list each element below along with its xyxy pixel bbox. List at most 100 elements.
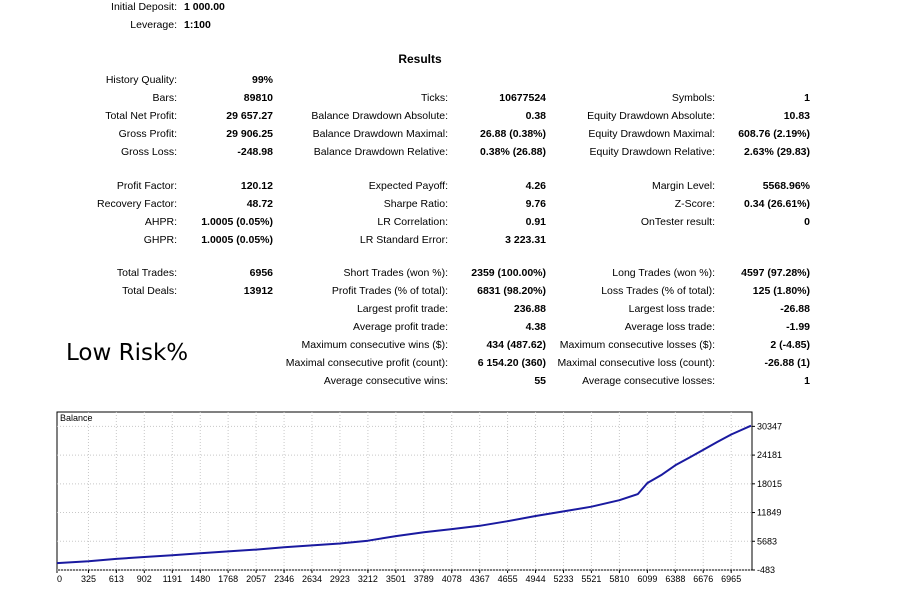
maximal-consecutive-loss-count-value: -26.88 (1) — [764, 357, 810, 369]
y-tick-label: -483 — [757, 565, 775, 575]
profit-trades-of-total-label: Profit Trades (% of total): — [331, 285, 448, 297]
ticks-value: 10677524 — [499, 92, 546, 104]
balance-drawdown-absolute-label: Balance Drawdown Absolute: — [311, 110, 448, 122]
total-deals-label: Total Deals: — [122, 285, 177, 297]
total-trades-value: 6956 — [249, 267, 273, 279]
z-score-label: Z-Score: — [674, 198, 715, 210]
largest-loss-trade-value: -26.88 — [780, 303, 810, 315]
bars-label: Bars: — [152, 92, 177, 104]
largest-profit-trade-label: Largest profit trade: — [356, 303, 448, 315]
profit-trades-of-total-value: 6831 (98.20%) — [477, 285, 546, 297]
symbols-label: Symbols: — [671, 92, 715, 104]
total-net-profit-value: 29 657.27 — [226, 110, 273, 122]
maximal-consecutive-profit-count-value: 6 154.20 (360) — [477, 357, 546, 369]
x-tick-label: 325 — [81, 574, 96, 584]
plot-frame — [56, 411, 753, 571]
x-tick-label: 2346 — [274, 574, 294, 584]
maximum-consecutive-wins-label: Maximum consecutive wins ($): — [301, 339, 448, 351]
x-tick-label: 6388 — [665, 574, 685, 584]
maximum-consecutive-losses-value: 2 (-4.85) — [770, 339, 810, 351]
average-profit-trade-value: 4.38 — [525, 321, 546, 333]
margin-level-label: Margin Level: — [651, 180, 715, 192]
gross-loss-value: -248.98 — [237, 146, 273, 158]
sharpe-ratio-value: 9.76 — [525, 198, 546, 210]
ahpr-value: 1.0005 (0.05%) — [201, 216, 273, 228]
ghpr-label: GHPR: — [143, 234, 177, 246]
equity-drawdown-absolute-value: 10.83 — [783, 110, 810, 122]
equity-drawdown-maximal-value: 608.76 (2.19%) — [738, 128, 810, 140]
margin-level-value: 5568.96% — [762, 180, 810, 192]
x-tick-label: 4655 — [498, 574, 518, 584]
total-trades-label: Total Trades: — [116, 267, 177, 279]
average-loss-trade-label: Average loss trade: — [624, 321, 715, 333]
average-consecutive-wins-value: 55 — [534, 375, 546, 387]
x-tick-label: 4078 — [442, 574, 462, 584]
x-tick-label: 4944 — [526, 574, 546, 584]
history-quality-value: 99% — [251, 74, 273, 86]
profit-factor-value: 120.12 — [240, 180, 273, 192]
x-tick-label: 6099 — [637, 574, 657, 584]
x-tick-label: 5810 — [609, 574, 629, 584]
ghpr-value: 1.0005 (0.05%) — [201, 234, 273, 246]
ontester-result-label: OnTester result: — [640, 216, 715, 228]
balance-drawdown-relative-value: 0.38% (26.88) — [480, 146, 546, 158]
x-tick-label: 613 — [109, 574, 124, 584]
x-tick-label: 0 — [57, 574, 62, 584]
x-tick-label: 2923 — [330, 574, 350, 584]
x-tick-label: 5233 — [554, 574, 574, 584]
x-tick-label: 1191 — [163, 574, 182, 584]
leverage-value: 1:100 — [184, 19, 211, 31]
initial-deposit-label: Initial Deposit: — [111, 1, 177, 13]
gross-loss-label: Gross Loss: — [120, 146, 177, 158]
equity-drawdown-maximal-label: Equity Drawdown Maximal: — [588, 128, 715, 140]
x-tick-label: 4367 — [470, 574, 490, 584]
x-tick-label: 3501 — [386, 574, 406, 584]
x-tick-label: 5521 — [581, 574, 601, 584]
bars-value: 89810 — [243, 92, 273, 104]
low-risk-note: Low Risk% — [66, 340, 189, 366]
maximal-consecutive-profit-count-label: Maximal consecutive profit (count): — [285, 357, 448, 369]
equity-drawdown-relative-label: Equity Drawdown Relative: — [589, 146, 715, 158]
x-tick-label: 3789 — [414, 574, 434, 584]
average-profit-trade-label: Average profit trade: — [353, 321, 448, 333]
expected-payoff-label: Expected Payoff: — [368, 180, 448, 192]
loss-trades-of-total-label: Loss Trades (% of total): — [601, 285, 715, 297]
initial-deposit-value: 1 000.00 — [184, 1, 225, 13]
x-tick-label: 1768 — [218, 574, 238, 584]
average-consecutive-wins-label: Average consecutive wins: — [323, 375, 448, 387]
gross-profit-value: 29 906.25 — [226, 128, 273, 140]
x-tick-label: 2634 — [302, 574, 322, 584]
recovery-factor-value: 48.72 — [246, 198, 273, 210]
total-net-profit-label: Total Net Profit: — [105, 110, 177, 122]
leverage-label: Leverage: — [130, 19, 177, 31]
short-trades-won-value: 2359 (100.00%) — [471, 267, 546, 279]
balance-drawdown-maximal-value: 26.88 (0.38%) — [480, 128, 546, 140]
long-trades-won-value: 4597 (97.28%) — [741, 267, 810, 279]
y-tick-label: 24181 — [757, 450, 782, 460]
ticks-label: Ticks: — [420, 92, 448, 104]
maximum-consecutive-wins-value: 434 (487.62) — [486, 339, 546, 351]
average-loss-trade-value: -1.99 — [786, 321, 810, 333]
largest-profit-trade-value: 236.88 — [513, 303, 546, 315]
y-tick-label: 30347 — [757, 421, 782, 431]
x-tick-label: 902 — [137, 574, 152, 584]
short-trades-won-label: Short Trades (won %): — [343, 267, 448, 279]
long-trades-won-label: Long Trades (won %): — [612, 267, 715, 279]
maximal-consecutive-loss-count-label: Maximal consecutive loss (count): — [557, 357, 715, 369]
ahpr-label: AHPR: — [144, 216, 177, 228]
profit-factor-label: Profit Factor: — [116, 180, 177, 192]
recovery-factor-label: Recovery Factor: — [97, 198, 177, 210]
x-tick-label: 2057 — [246, 574, 266, 584]
balance-chart: 0 325 613 902 1191 1480 1768 2057 2346 2634 2923 32… — [56, 411, 782, 584]
maximum-consecutive-losses-label: Maximum consecutive losses ($): — [559, 339, 715, 351]
balance-line — [56, 424, 752, 565]
y-tick-label: 11849 — [757, 508, 781, 518]
ontester-result-value: 0 — [804, 216, 810, 228]
y-tick-label: 18015 — [757, 479, 782, 489]
chart-title: Balance — [60, 413, 93, 423]
balance-drawdown-maximal-label: Balance Drawdown Maximal: — [312, 128, 448, 140]
balance-drawdown-relative-label: Balance Drawdown Relative: — [313, 146, 448, 158]
results-title: Results — [398, 52, 442, 66]
z-score-value: 0.34 (26.61%) — [744, 198, 810, 210]
expected-payoff-value: 4.26 — [525, 180, 546, 192]
